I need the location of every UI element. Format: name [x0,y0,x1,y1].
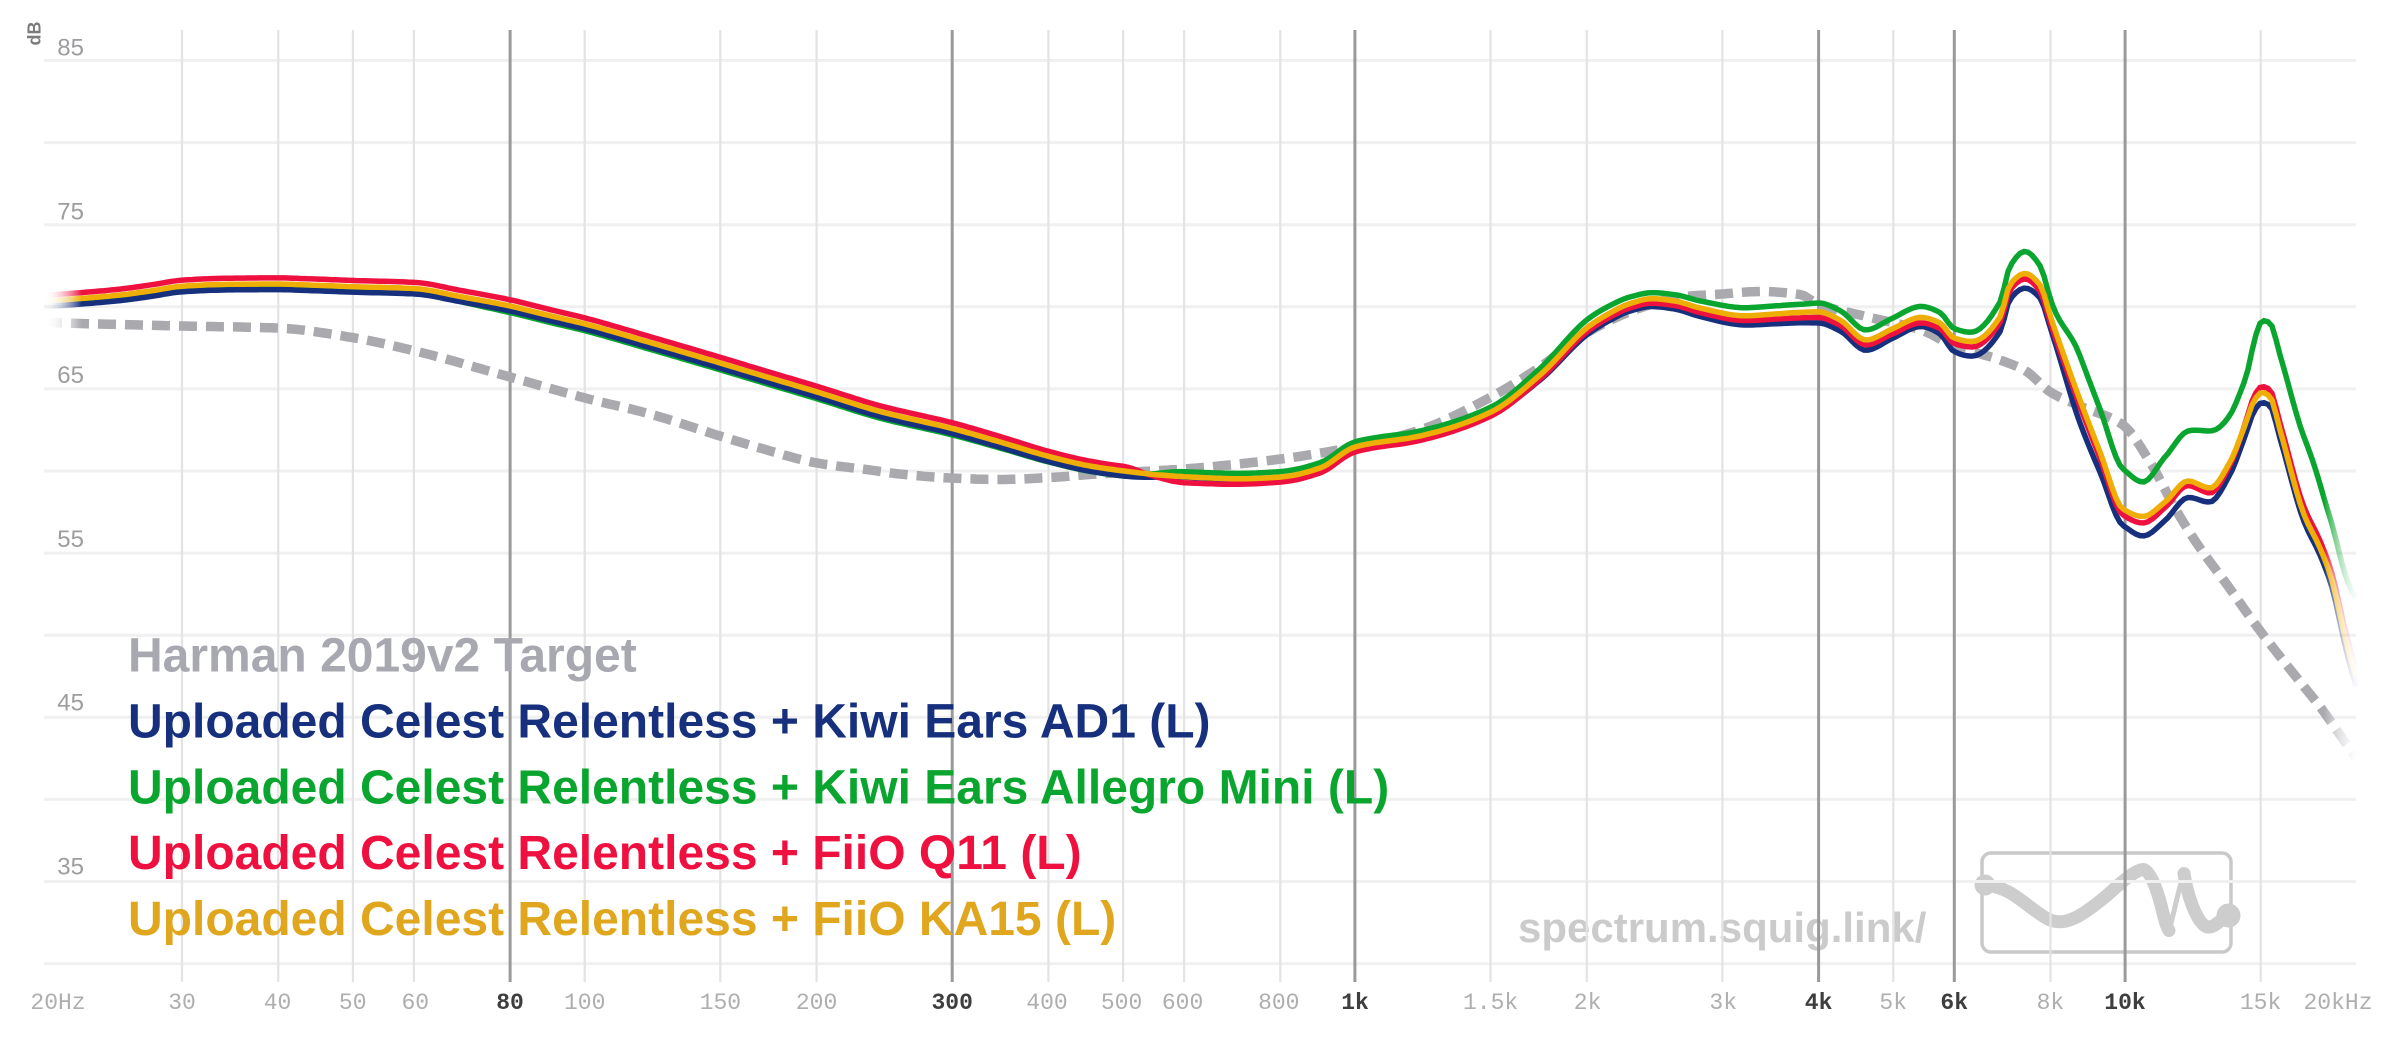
svg-text:1k: 1k [1341,990,1369,1016]
svg-text:60: 60 [401,990,429,1016]
svg-text:1.5k: 1.5k [1463,990,1518,1016]
svg-text:20kHz: 20kHz [2303,990,2372,1016]
svg-text:100: 100 [564,990,605,1016]
svg-text:20Hz: 20Hz [30,990,85,1016]
svg-text:30: 30 [168,990,196,1016]
svg-text:50: 50 [339,990,367,1016]
svg-text:200: 200 [796,990,837,1016]
svg-text:Harman 2019v2 Target: Harman 2019v2 Target [128,630,637,683]
svg-text:45: 45 [57,690,84,717]
svg-text:85: 85 [57,35,84,62]
svg-text:300: 300 [931,990,972,1016]
svg-text:800: 800 [1258,990,1299,1016]
svg-text:Uploaded Celest Relentless + F: Uploaded Celest Relentless + FiiO KA15 (… [128,893,1116,946]
svg-text:dB: dB [25,22,45,46]
svg-text:40: 40 [264,990,292,1016]
svg-text:5k: 5k [1879,990,1907,1016]
svg-text:15k: 15k [2240,990,2281,1016]
svg-text:500: 500 [1101,990,1142,1016]
svg-text:Uploaded Celest Relentless + K: Uploaded Celest Relentless + Kiwi Ears A… [128,761,1389,814]
svg-text:10k: 10k [2104,990,2146,1016]
svg-text:6k: 6k [1940,990,1968,1016]
svg-text:35: 35 [57,854,84,881]
svg-text:80: 80 [496,990,524,1016]
svg-text:3k: 3k [1709,990,1737,1016]
svg-text:55: 55 [57,526,84,553]
svg-text:Uploaded Celest Relentless + F: Uploaded Celest Relentless + FiiO Q11 (L… [128,827,1082,880]
svg-text:600: 600 [1162,990,1203,1016]
svg-text:65: 65 [57,362,84,389]
svg-text:Uploaded Celest Relentless + K: Uploaded Celest Relentless + Kiwi Ears A… [128,695,1211,748]
svg-text:2k: 2k [1574,990,1602,1016]
svg-text:400: 400 [1026,990,1067,1016]
svg-text:75: 75 [57,198,84,225]
svg-text:150: 150 [700,990,741,1016]
svg-text:8k: 8k [2037,990,2065,1016]
svg-text:4k: 4k [1805,990,1833,1016]
